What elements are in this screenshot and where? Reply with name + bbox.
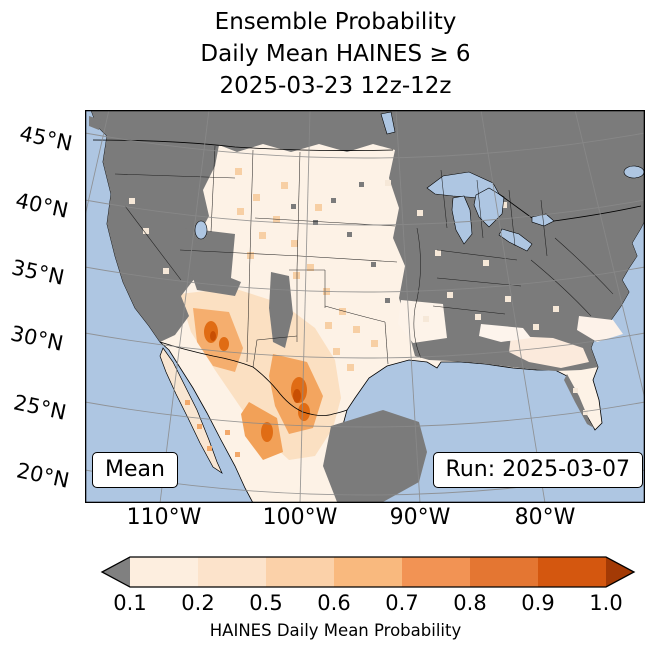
figure-title-line3: 2025-03-23 12z-12z — [219, 73, 452, 99]
colorbar-tick: 0.6 — [317, 591, 351, 615]
map-figure — [84, 109, 646, 504]
colorbar-segment — [334, 557, 402, 587]
figure-title-line2: Daily Mean HAINES ≥ 6 — [200, 41, 471, 67]
colorbar-tick: 0.5 — [249, 591, 283, 615]
figure-title-line1: Ensemble Probability — [214, 9, 457, 35]
country-borders — [92, 139, 642, 416]
graticule — [84, 109, 646, 504]
latitude-label: 25°N — [11, 390, 69, 425]
mean-box: Mean — [92, 452, 178, 488]
latitude-label: 35°N — [9, 255, 67, 290]
speckles-gray-on-cream — [291, 182, 408, 303]
latitude-label: 20°N — [14, 458, 72, 493]
state-borders — [114, 145, 614, 368]
map-frame — [84, 109, 646, 504]
colorbar-segment — [538, 557, 606, 587]
speckles-baja — [185, 400, 240, 457]
masked-region — [269, 272, 293, 348]
colorbar-segment — [470, 557, 538, 587]
masked-island — [89, 116, 101, 130]
colorbar-tick: 0.2 — [181, 591, 215, 615]
colorbar-tick: 0.7 — [385, 591, 419, 615]
longitude-label: 100°W — [262, 505, 338, 530]
colorbar — [100, 556, 636, 588]
masked-region — [91, 110, 645, 371]
map-canvas — [84, 109, 646, 504]
colorbar-segment — [266, 557, 334, 587]
colorbar-label: HAINES Daily Mean Probability — [209, 621, 462, 640]
probability-patch-ozarks — [398, 300, 447, 343]
latitude-label: 40°N — [13, 188, 71, 223]
colorbar-tick: 0.8 — [453, 591, 487, 615]
longitude-label: 110°W — [126, 505, 202, 530]
latitude-label: 45°N — [17, 121, 75, 156]
colorbar-tick: 0.1 — [113, 591, 147, 615]
colorbar-outline — [100, 556, 636, 588]
colorbar-segment — [402, 557, 470, 587]
probability-patch-carolinas — [577, 316, 623, 342]
colorbar-over-arrow — [606, 557, 634, 587]
colorbar-tick: 1.0 — [589, 591, 623, 615]
great-lakes — [194, 111, 645, 252]
colorbar-segment — [198, 557, 266, 587]
longitude-label: 90°W — [389, 505, 451, 530]
probability-region-max — [210, 331, 301, 403]
colorbar-under-arrow — [102, 557, 130, 587]
colorbar-segment — [130, 557, 198, 587]
longitude-label: 80°W — [514, 505, 576, 530]
probability-region-mid — [193, 308, 243, 372]
latitude-label: 30°N — [8, 321, 66, 356]
probability-patch-southeast — [509, 336, 589, 368]
masked-region — [185, 228, 241, 296]
colorbar-tick: 0.9 — [521, 591, 555, 615]
masked-region — [323, 410, 427, 502]
run-box: Run: 2025-03-07 — [432, 452, 643, 488]
